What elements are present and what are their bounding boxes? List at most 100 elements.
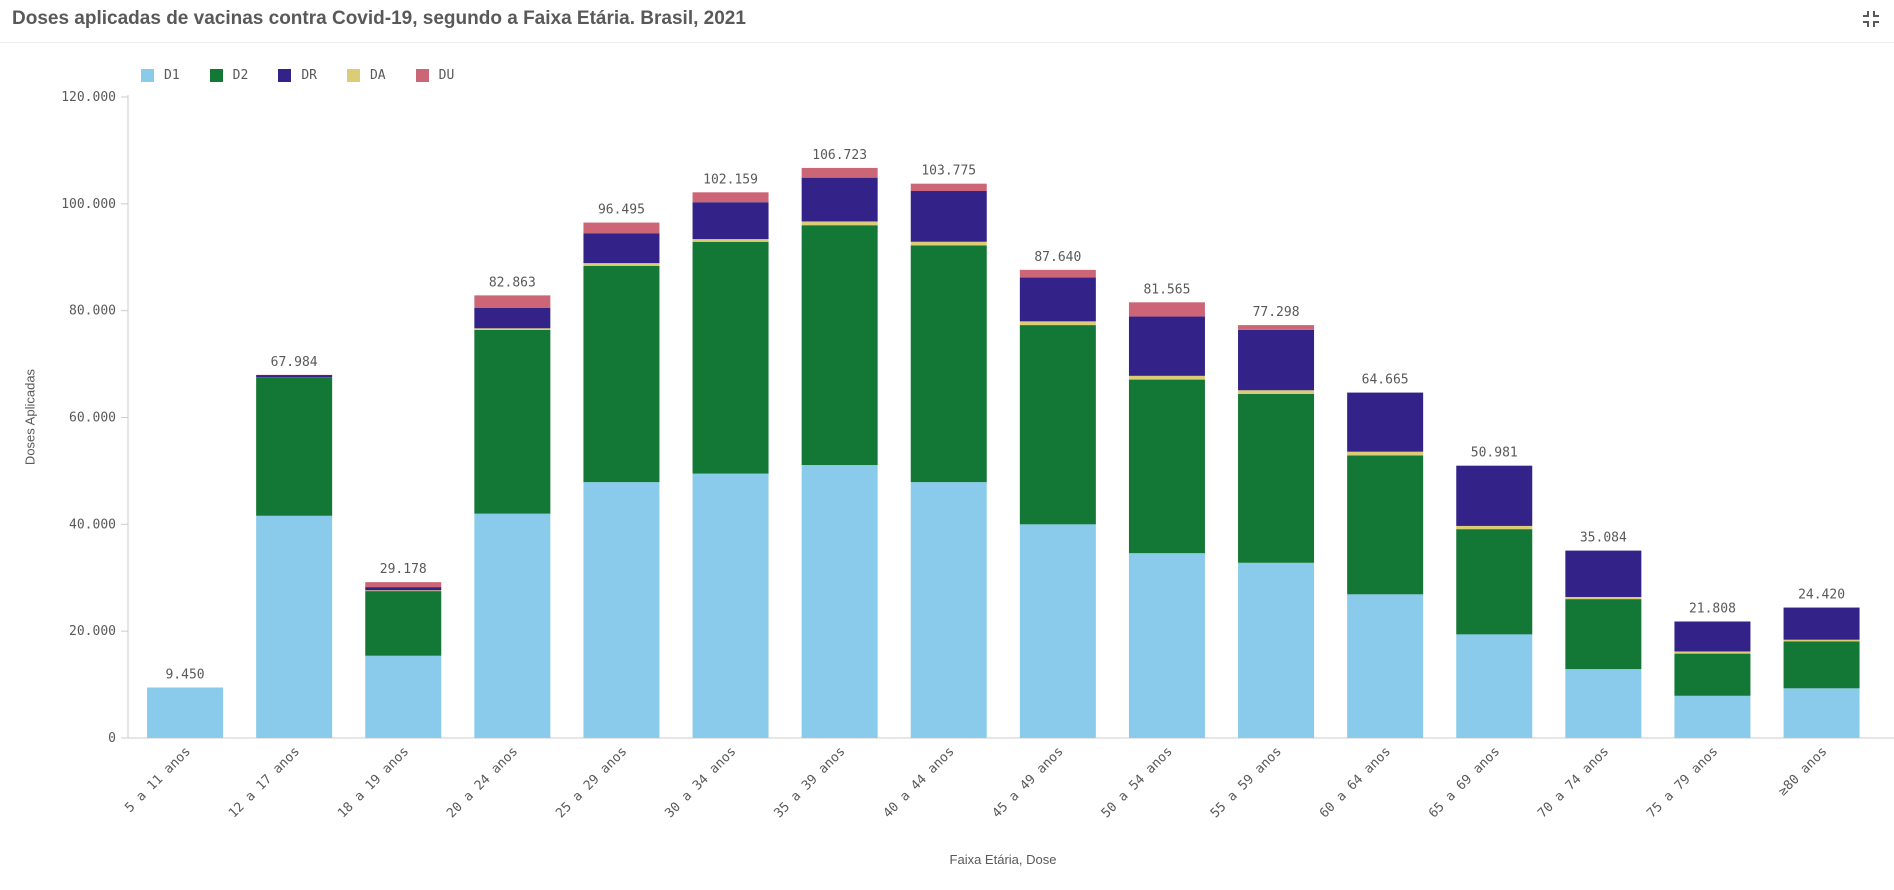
bar-segment-da [801,221,878,226]
x-tick-label: ≥80 anos [1775,744,1830,799]
y-axis-title: Doses Aplicadas [22,368,38,466]
data-label: 24.420 [1798,588,1845,603]
bar-segment-d1 [1019,524,1096,738]
bar-segment-d2 [692,241,769,474]
bar-segment-da [1456,525,1533,530]
bar-segment-d2 [365,591,442,656]
bar-segment-dr [474,307,551,329]
bar-segment-d2 [474,329,551,514]
bar-segment-du [1128,302,1205,317]
bar-segment-du [801,167,878,178]
y-tick-label: 100.000 [61,197,116,212]
data-label: 21.808 [1689,602,1736,617]
bar-segment-da [1019,321,1096,326]
x-tick-label: 30 a 34 anos [662,744,739,821]
y-tick-label: 40.000 [69,517,116,532]
bar-segment-d1 [256,515,333,738]
bar-segment-d2 [1674,653,1751,696]
bar-segment-da [474,328,551,330]
bar-segment-dr [1783,607,1860,640]
legend-label: DA [369,68,386,83]
bar-segment-d2 [1565,599,1642,670]
bar-segment-dr [1565,550,1642,597]
bar-segment-dr [583,233,660,264]
bar-segment-du [365,582,442,588]
bar-segment-dr [1347,392,1424,452]
bar-segment-dr [256,375,333,378]
x-tick-label: 12 a 17 anos [226,744,303,821]
collapse-icon[interactable] [1860,8,1882,30]
y-tick-label: 0 [108,731,116,746]
x-tick-label: 60 a 64 anos [1317,744,1394,821]
legend-label: D2 [232,68,249,83]
bar-segment-da [365,590,442,592]
y-tick-label: 120.000 [61,90,116,105]
bar-segment-d1 [801,465,878,738]
bar-segment-da [1347,451,1424,456]
bar-segment-d1 [1783,688,1860,738]
bar-segment-d2 [1238,393,1315,563]
bar-segment-dr [365,587,442,591]
header-divider [0,42,1894,43]
data-label: 87.640 [1034,250,1081,265]
bar-segment-dr [1456,465,1533,526]
legend-item-da[interactable]: DA [346,68,386,83]
x-tick-label: 65 a 69 anos [1426,744,1503,821]
bar-segment-dr [1019,277,1096,322]
bar-segment-da [910,241,987,246]
y-tick-label: 80.000 [69,304,116,319]
x-tick-label: 35 a 39 anos [771,744,848,821]
bar-segment-dr [1128,316,1205,376]
legend-label: D1 [164,68,180,83]
legend-item-d2[interactable]: D2 [209,68,249,83]
bar-segment-d2 [910,245,987,483]
data-label: 67.984 [271,355,318,370]
x-tick-label: 18 a 19 anos [335,744,412,821]
bar-segment-d1 [474,513,551,738]
bar-segment-d1 [1565,669,1642,738]
legend-item-d1[interactable]: D1 [141,68,180,83]
x-tick-label: 75 a 79 anos [1644,744,1721,821]
x-tick-label: 45 a 49 anos [990,744,1067,821]
bar-segment-d1 [1347,594,1424,738]
bar-segment-d1 [692,473,769,738]
bar-segment-du [910,183,987,192]
bar-segment-d1 [583,482,660,738]
bar-segment-du [692,192,769,203]
x-tick-label: 25 a 29 anos [553,744,630,821]
bar-segment-d1 [910,482,987,738]
y-tick-label: 60.000 [69,411,116,426]
x-tick-label: 50 a 54 anos [1099,744,1176,821]
bar-segment-d2 [1456,529,1533,635]
y-tick-label: 20.000 [69,624,116,639]
x-tick-label: 55 a 59 anos [1208,744,1285,821]
legend-item-du[interactable]: DU [415,68,454,83]
x-tick-label: 20 a 24 anos [444,744,521,821]
legend-swatch [415,69,429,82]
legend-label: DR [301,68,317,83]
bar-segment-dr [801,177,878,222]
bar-segment-d2 [801,225,878,466]
data-label: 29.178 [380,562,427,577]
data-label: 35.084 [1580,531,1627,546]
bar-segment-da [1238,390,1315,394]
bar-segment-da [1783,639,1860,642]
bar-segment-d1 [365,655,442,738]
data-label: 50.981 [1471,446,1518,461]
bar-segment-dr [1238,329,1315,391]
bar-segment-da [1128,375,1205,380]
legend-item-dr[interactable]: DR [278,68,317,83]
bar-segment-d2 [1347,455,1424,595]
x-tick-label: 70 a 74 anos [1535,744,1612,821]
data-label: 96.495 [598,203,645,218]
data-label: 106.723 [812,148,867,163]
data-label: 9.450 [165,668,204,683]
data-label: 81.565 [1143,282,1190,297]
data-label: 82.863 [489,275,536,290]
data-label: 103.775 [921,164,976,179]
legend: D1 D2 DR DA DU [141,68,484,83]
legend-swatch [346,69,360,82]
bar-segment-d1 [147,687,224,738]
bar-segment-d1 [1128,553,1205,738]
